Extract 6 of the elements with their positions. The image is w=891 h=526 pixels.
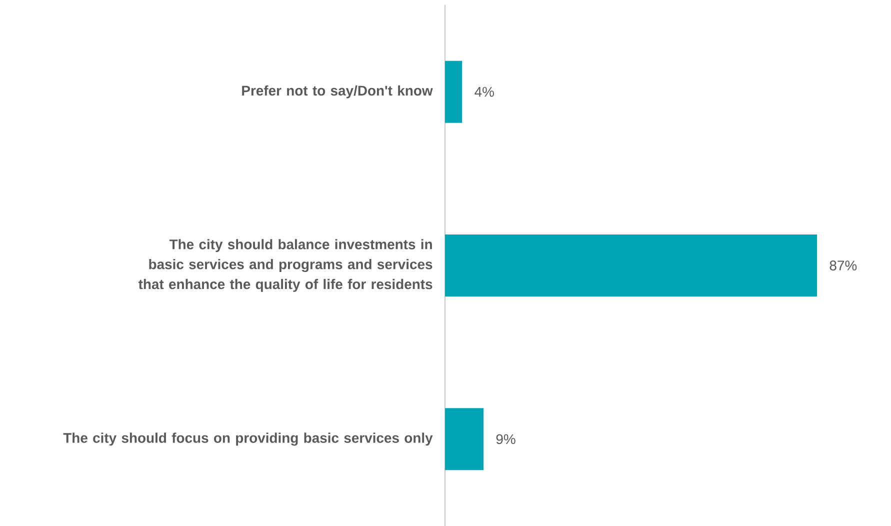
y-tick-label: The city should focus on providing basic services only [63,432,433,446]
data-label: 87% [830,260,857,270]
data-label: 9% [496,434,516,444]
data-label: 4% [474,86,494,97]
y-tick-label: Prefer not to say/Don't know [242,85,433,98]
y-tick-label: The city should balance investments in basic services and programs and services that enhance the quality of life for residents [138,239,432,292]
